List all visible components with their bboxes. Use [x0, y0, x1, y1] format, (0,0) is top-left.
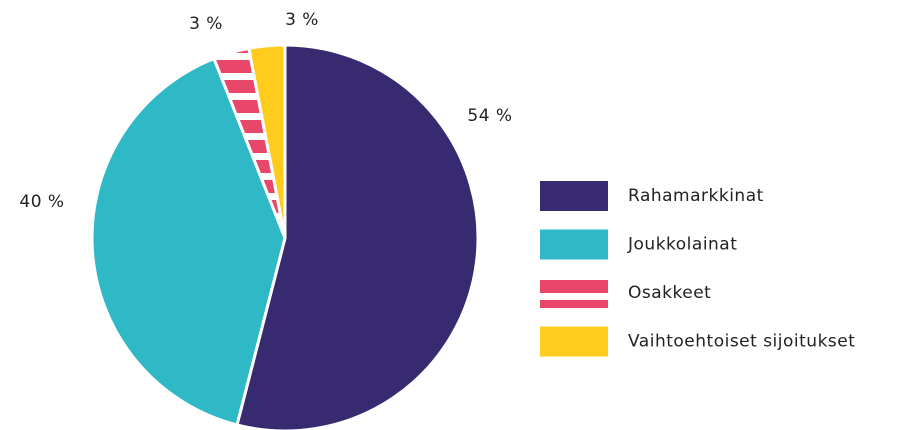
legend-label: Osakkeet [628, 283, 711, 303]
pie-slice [247, 43, 287, 240]
legend-swatch [540, 326, 608, 357]
legend-swatch [540, 229, 608, 260]
data-label: 40 % [19, 192, 64, 212]
data-label: 3 % [285, 10, 319, 30]
legend-label: Joukkolainat [627, 235, 737, 255]
legend-label: Vaihtoehtoiset sijoitukset [628, 332, 855, 352]
data-label: 3 % [189, 14, 223, 34]
data-label: 54 % [467, 106, 512, 126]
legend-label: Rahamarkkinat [628, 186, 764, 206]
legend-swatch [540, 181, 608, 211]
pie-slice [235, 43, 480, 430]
legend-swatch [540, 278, 608, 308]
pie-slice [90, 57, 287, 427]
